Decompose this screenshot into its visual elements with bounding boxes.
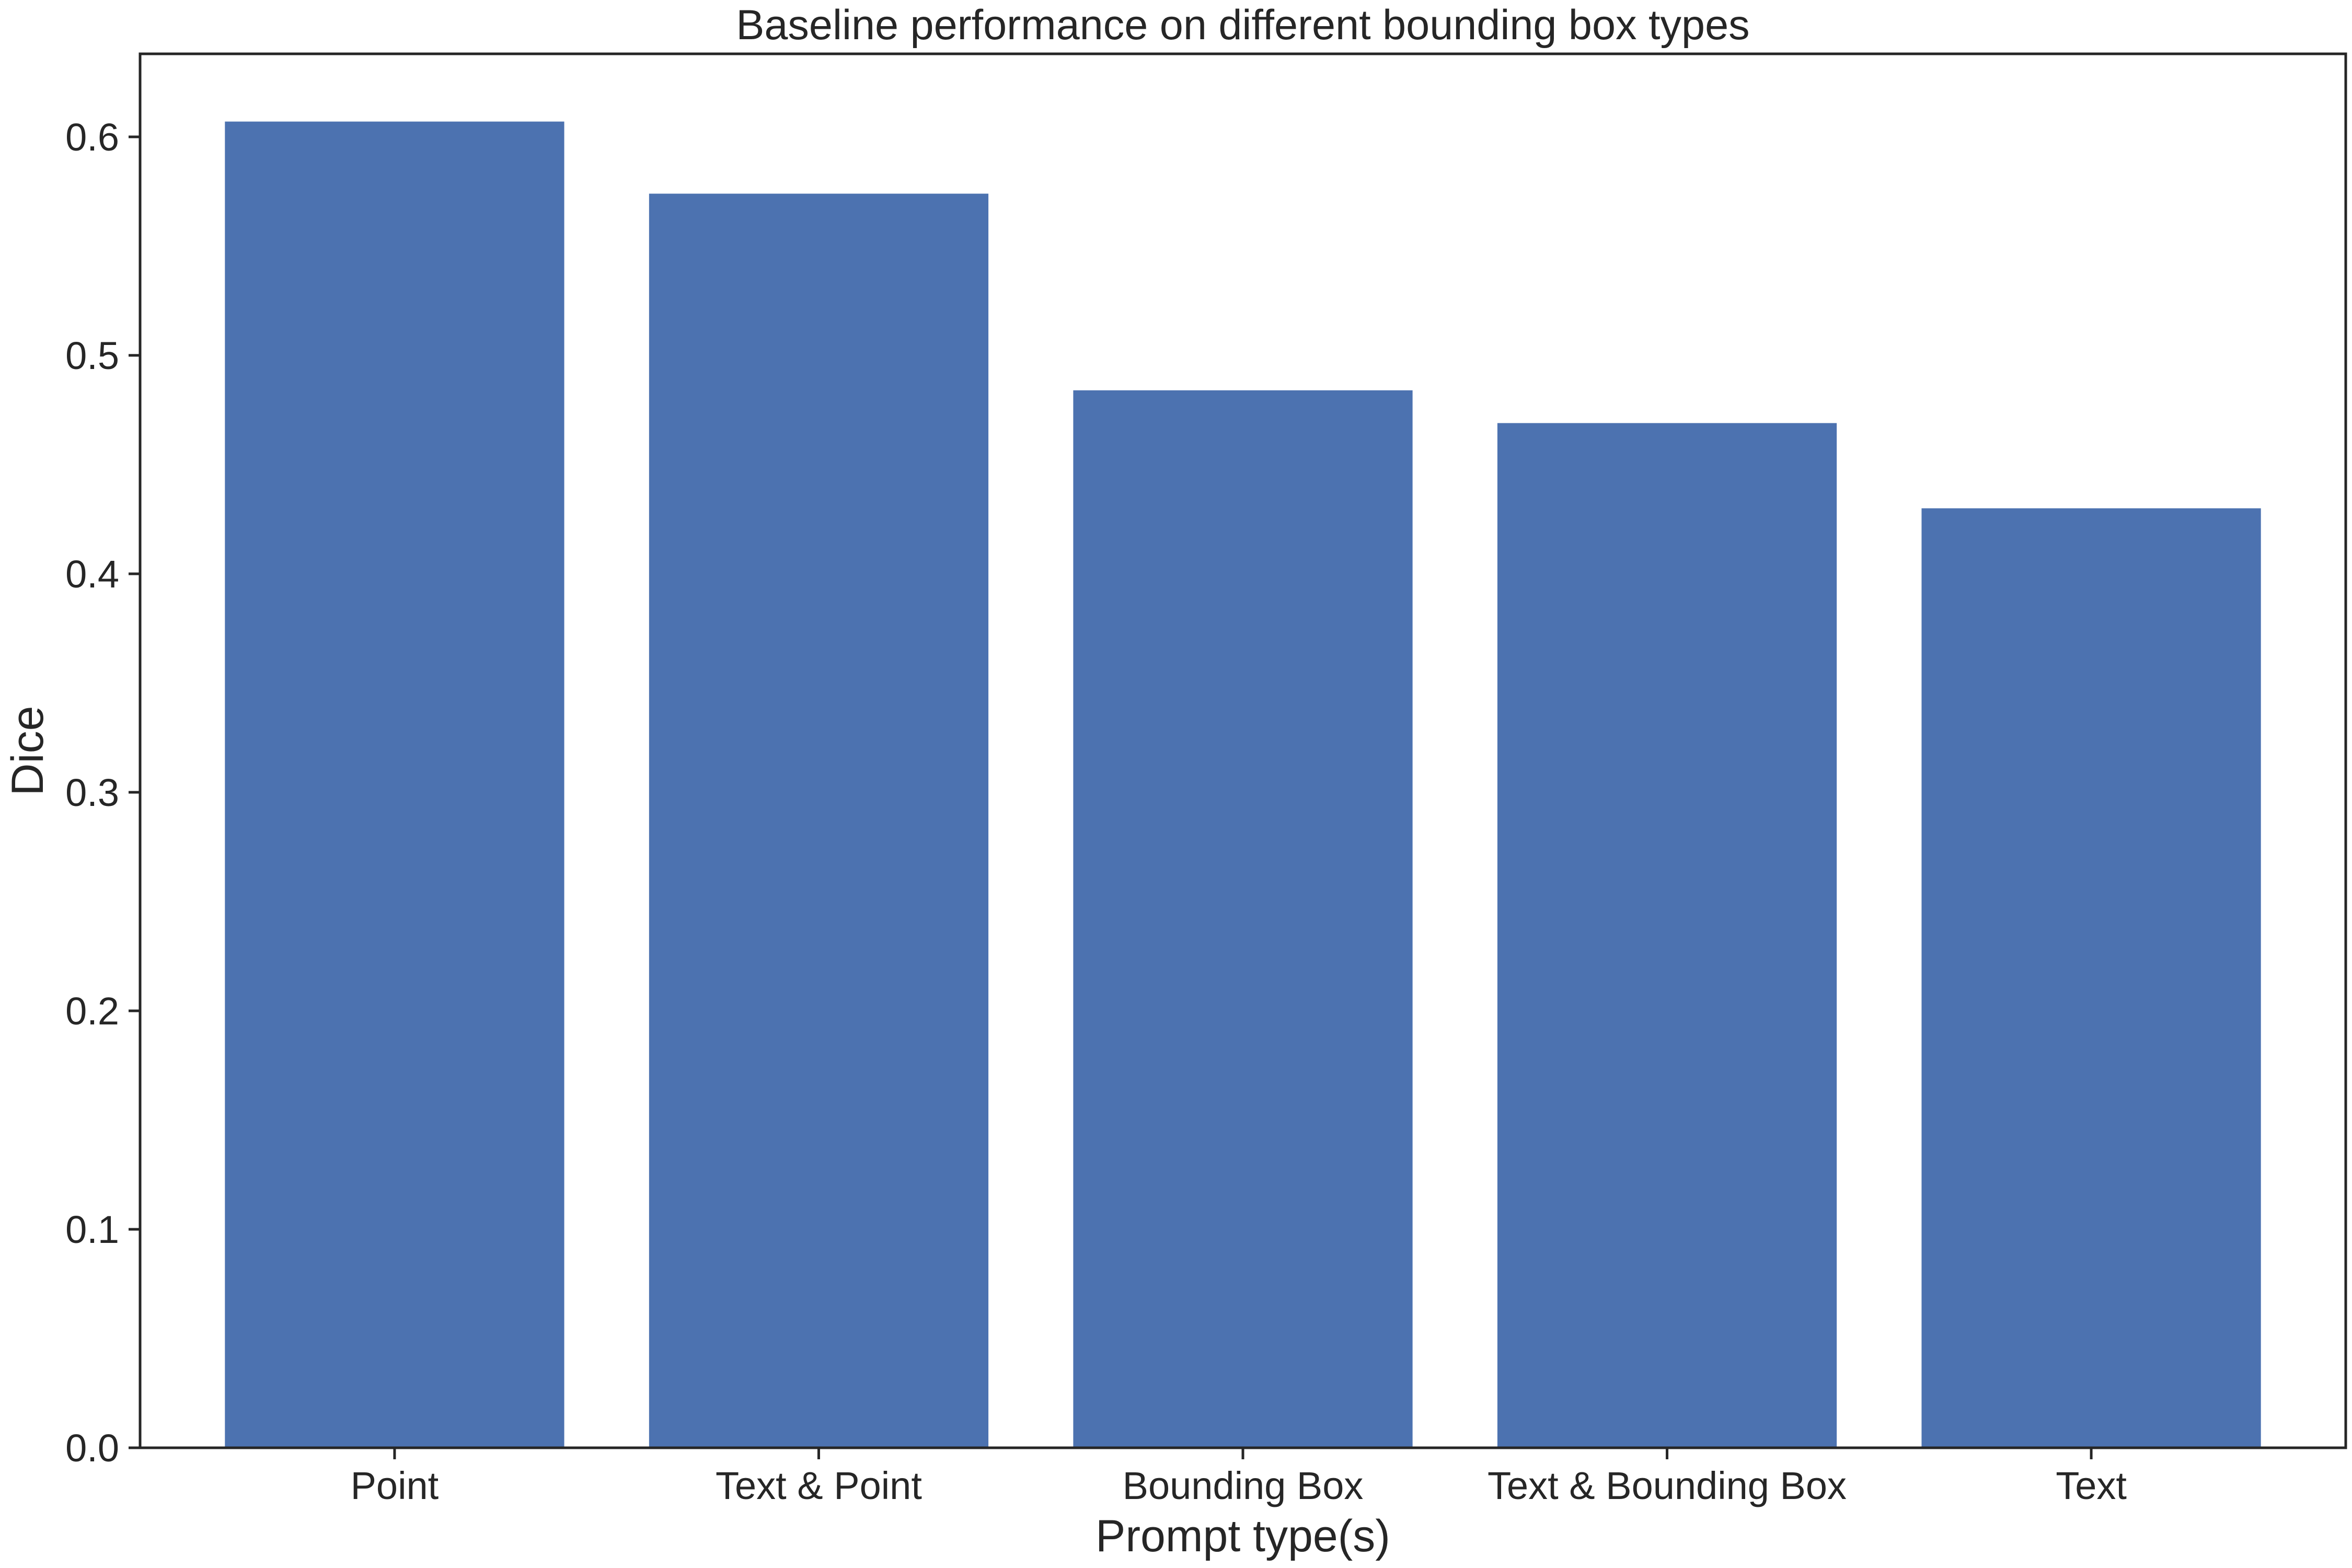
bar-3 — [1497, 423, 1837, 1448]
y-tick-label: 0.5 — [65, 334, 119, 377]
y-tick-label: 0.2 — [65, 989, 119, 1033]
plot-frame — [139, 52, 2347, 1449]
y-tick-label: 0.1 — [65, 1208, 119, 1251]
y-tick-label: 0.6 — [65, 116, 119, 159]
y-tick-label: 0.0 — [65, 1426, 119, 1470]
y-axis-ticks: 0.0 0.1 0.2 0.3 0.4 0.5 0.6 — [65, 116, 140, 1470]
bars-group — [225, 121, 2261, 1448]
x-tick-label: Point — [351, 1464, 439, 1507]
x-tick-label: Text & Point — [716, 1464, 922, 1507]
chart-title: Baseline performance on different boundi… — [736, 2, 1749, 49]
y-tick-label: 0.4 — [65, 552, 119, 596]
y-tick-label: 0.3 — [65, 771, 119, 814]
bar-4 — [1921, 508, 2261, 1448]
x-tick-label: Bounding Box — [1123, 1464, 1364, 1507]
bar-0 — [225, 121, 564, 1448]
x-tick-label: Text & Bounding Box — [1488, 1464, 1847, 1507]
x-axis-ticks: Point Text & Point Bounding Box Text & Boun… — [351, 1448, 2127, 1507]
y-axis-label: Dice — [3, 706, 53, 795]
bar-1 — [649, 193, 989, 1448]
x-tick-label: Text — [2056, 1464, 2127, 1507]
x-axis-label: Prompt type(s) — [1096, 1511, 1390, 1561]
bar-2 — [1073, 390, 1413, 1448]
